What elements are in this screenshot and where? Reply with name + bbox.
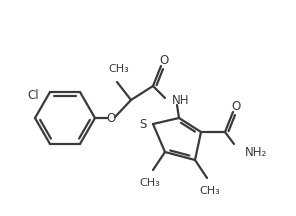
Text: CH₃: CH₃	[140, 178, 160, 188]
Text: O: O	[106, 111, 116, 124]
Text: O: O	[231, 100, 241, 113]
Text: O: O	[159, 54, 169, 67]
Text: NH₂: NH₂	[245, 146, 267, 159]
Text: S: S	[140, 118, 147, 130]
Text: Cl: Cl	[27, 89, 39, 102]
Text: CH₃: CH₃	[109, 64, 129, 74]
Text: NH: NH	[172, 94, 189, 106]
Text: CH₃: CH₃	[200, 186, 221, 196]
